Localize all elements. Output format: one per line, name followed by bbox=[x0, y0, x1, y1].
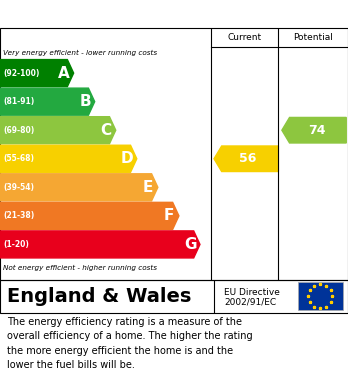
Text: 56: 56 bbox=[239, 152, 256, 165]
Text: (1-20): (1-20) bbox=[3, 240, 29, 249]
Polygon shape bbox=[0, 145, 137, 172]
Text: (55-68): (55-68) bbox=[3, 154, 34, 163]
Text: 2002/91/EC: 2002/91/EC bbox=[224, 298, 277, 307]
Text: Not energy efficient - higher running costs: Not energy efficient - higher running co… bbox=[3, 265, 158, 271]
Text: A: A bbox=[58, 66, 70, 81]
Polygon shape bbox=[0, 117, 116, 144]
Text: E: E bbox=[143, 180, 153, 195]
Text: Current: Current bbox=[227, 33, 262, 42]
Text: C: C bbox=[101, 123, 112, 138]
Text: Very energy efficient - lower running costs: Very energy efficient - lower running co… bbox=[3, 50, 158, 56]
Polygon shape bbox=[282, 117, 346, 143]
Polygon shape bbox=[0, 231, 200, 258]
Text: EU Directive: EU Directive bbox=[224, 288, 280, 297]
Text: (81-91): (81-91) bbox=[3, 97, 35, 106]
Text: (69-80): (69-80) bbox=[3, 126, 35, 135]
Bar bbox=[298, 282, 343, 310]
Text: Potential: Potential bbox=[293, 33, 333, 42]
Polygon shape bbox=[0, 59, 74, 87]
Text: (39-54): (39-54) bbox=[3, 183, 34, 192]
Polygon shape bbox=[214, 146, 278, 172]
Text: 74: 74 bbox=[308, 124, 325, 137]
Text: The energy efficiency rating is a measure of the
overall efficiency of a home. T: The energy efficiency rating is a measur… bbox=[7, 317, 253, 370]
Polygon shape bbox=[0, 174, 158, 201]
Text: England & Wales: England & Wales bbox=[7, 287, 191, 306]
Text: (92-100): (92-100) bbox=[3, 68, 40, 77]
Polygon shape bbox=[0, 88, 95, 115]
Text: F: F bbox=[164, 208, 174, 223]
Text: G: G bbox=[184, 237, 197, 252]
Text: D: D bbox=[121, 151, 133, 166]
Text: Energy Efficiency Rating: Energy Efficiency Rating bbox=[10, 7, 220, 22]
Polygon shape bbox=[0, 203, 179, 230]
Text: B: B bbox=[79, 94, 91, 109]
Text: (21-38): (21-38) bbox=[3, 212, 35, 221]
